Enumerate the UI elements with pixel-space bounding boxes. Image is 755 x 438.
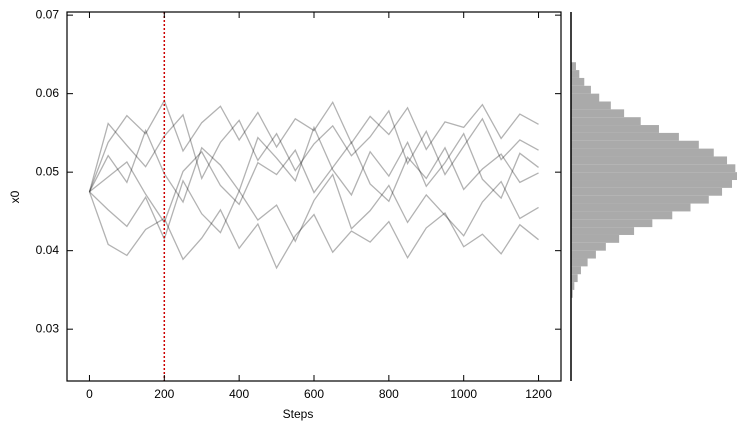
histogram-bar <box>571 219 653 228</box>
histogram-bar <box>571 125 659 133</box>
histogram-bar <box>571 289 573 298</box>
histogram-bar <box>571 227 635 235</box>
histogram-bar <box>571 250 596 259</box>
x-tick-label: 400 <box>229 387 249 401</box>
y-tick-label: 0.05 <box>36 164 60 178</box>
histogram-bar <box>571 62 576 71</box>
walker-trace <box>89 141 539 224</box>
histogram-bar <box>571 274 578 283</box>
walker-trace <box>88 99 539 193</box>
histogram-bar <box>571 258 588 267</box>
histogram-bar <box>571 282 575 290</box>
histogram-bar <box>571 156 728 165</box>
x-tick-label: 800 <box>379 387 399 401</box>
histogram-bar <box>571 211 673 220</box>
x-tick-label: 600 <box>304 387 324 401</box>
x-tick-label: 1200 <box>525 387 552 401</box>
histogram-bar <box>571 234 620 243</box>
histogram-bar <box>571 77 585 86</box>
y-axis-label: x0 <box>8 190 22 203</box>
x-axis-label: Steps <box>283 407 314 421</box>
histogram-bar <box>571 93 600 102</box>
histogram-bar <box>571 85 591 94</box>
histogram-bar <box>571 101 611 110</box>
histogram-bar <box>571 195 709 204</box>
histogram-bar <box>571 187 723 196</box>
x-tick-label: 200 <box>154 387 174 401</box>
histogram-bar <box>571 266 581 275</box>
x-tick-label: 0 <box>86 387 93 401</box>
y-tick-label: 0.04 <box>36 243 60 257</box>
x-tick-label: 1000 <box>450 387 477 401</box>
histogram-bar <box>571 117 641 126</box>
histogram-bar <box>571 180 733 188</box>
walker-trace <box>88 191 539 270</box>
histogram-bar <box>571 172 737 181</box>
histogram-bar <box>571 203 691 212</box>
y-tick-label: 0.07 <box>36 7 60 21</box>
walker-trace <box>88 125 539 204</box>
histogram-bar <box>571 140 699 149</box>
y-tick-label: 0.03 <box>36 321 60 335</box>
walker-trace <box>89 173 539 243</box>
histogram-bar <box>571 109 625 118</box>
y-tick-label: 0.06 <box>36 86 60 100</box>
histogram-bar <box>571 148 714 157</box>
histogram-bar <box>571 242 606 251</box>
histogram-bar <box>571 70 580 78</box>
histogram-bar <box>571 132 679 141</box>
histogram-bar <box>571 164 736 173</box>
